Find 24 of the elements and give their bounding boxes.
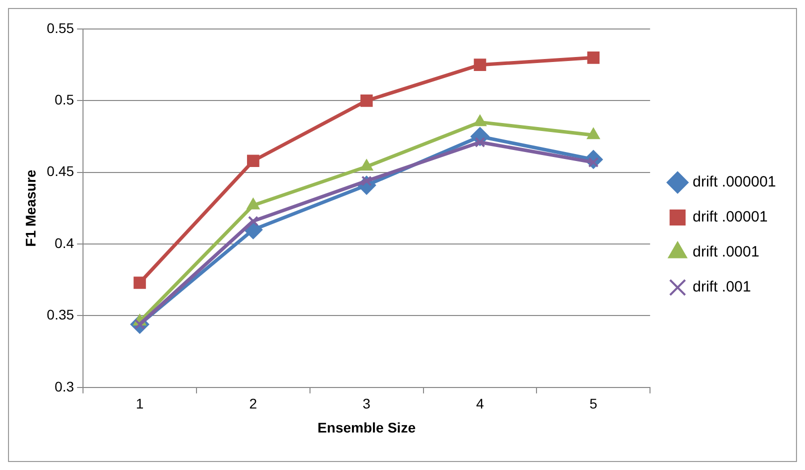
point bbox=[134, 276, 146, 289]
point bbox=[248, 216, 258, 226]
point bbox=[587, 52, 600, 64]
x-tick-label: 5 bbox=[590, 396, 598, 412]
point bbox=[247, 154, 260, 168]
x-tick-label: 3 bbox=[362, 396, 371, 412]
y-tick-label: 0.3 bbox=[54, 378, 74, 394]
legend-label: drift .001 bbox=[692, 278, 751, 296]
x-tick-label: 1 bbox=[136, 396, 144, 412]
y-tick-label: 0.4 bbox=[54, 234, 74, 251]
y-tick-label: 0.35 bbox=[46, 306, 74, 323]
x-tick-label: 2 bbox=[249, 396, 258, 412]
y-tick-label: 0.55 bbox=[46, 20, 74, 36]
legend-label: drift .0001 bbox=[692, 244, 760, 261]
legend-label: drift .000001 bbox=[692, 174, 776, 191]
x-axis-title: Ensemble Size bbox=[318, 419, 416, 436]
legend-label: drift .00001 bbox=[692, 208, 768, 226]
point bbox=[474, 137, 486, 148]
x-tick-label: 4 bbox=[476, 396, 484, 412]
point bbox=[474, 58, 486, 71]
y-tick-label: 0.45 bbox=[46, 163, 74, 180]
point bbox=[360, 94, 373, 107]
y-tick-label: 0.5 bbox=[54, 92, 74, 108]
y-axis-title: F1 Measure bbox=[22, 169, 38, 247]
